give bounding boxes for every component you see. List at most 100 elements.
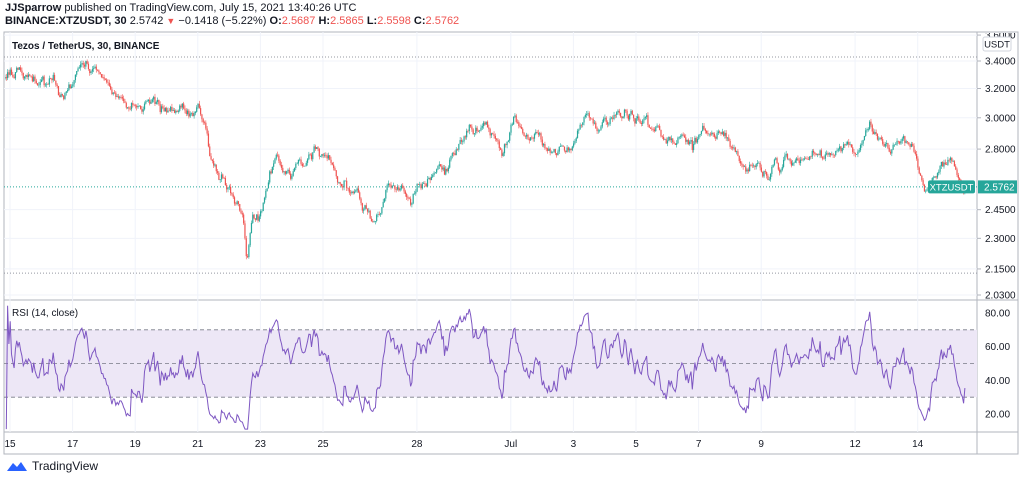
candle-body <box>408 198 410 200</box>
candle-body <box>519 125 521 128</box>
x-tick-label: 25 <box>317 439 329 450</box>
candle-body <box>250 222 253 234</box>
candle-body <box>805 158 807 160</box>
candle-body <box>425 183 427 187</box>
x-tick-label: 5 <box>633 439 639 450</box>
candle-body <box>5 77 6 79</box>
candle-body <box>100 74 103 78</box>
candle-body <box>494 135 496 139</box>
candle-body <box>732 146 734 149</box>
candle-body <box>939 165 941 172</box>
candle-body <box>214 164 216 166</box>
candle-body <box>424 183 426 184</box>
candle-body <box>121 97 123 99</box>
candle-body <box>230 186 232 194</box>
candle-body <box>273 163 275 167</box>
candle-body <box>914 151 916 155</box>
candle-body <box>282 167 284 173</box>
candle-body <box>575 137 577 142</box>
candle-body <box>874 132 876 135</box>
candle-body <box>616 112 618 116</box>
candle-body <box>20 67 22 71</box>
candle-body <box>493 134 495 136</box>
author-name[interactable]: JJSparrow <box>5 2 62 14</box>
candle-body <box>609 118 611 124</box>
candle-body <box>391 185 393 188</box>
candle-body <box>692 144 695 151</box>
candle-body <box>458 143 460 150</box>
candle-body <box>707 133 709 135</box>
candle-body <box>274 158 276 164</box>
candle-body <box>686 139 688 142</box>
change-value: −0.1418 (−5.22%) <box>178 15 267 27</box>
currency-label: USDT <box>984 40 1010 51</box>
candle-body <box>413 193 416 195</box>
candle-body <box>103 77 105 80</box>
candle-body <box>283 171 285 173</box>
candle-body <box>180 105 182 108</box>
candle-body <box>782 159 785 167</box>
candle-body <box>69 84 71 89</box>
down-triangle-icon: ▼ <box>166 16 176 26</box>
candle-body <box>66 90 69 92</box>
candle-body <box>803 158 806 160</box>
candle-body <box>569 148 571 151</box>
candle-body <box>460 140 463 142</box>
close-value: 2.5762 <box>425 15 460 27</box>
candle-body <box>363 209 365 211</box>
tradingview-brand[interactable]: TradingView <box>6 459 98 473</box>
candle-body <box>305 162 307 166</box>
rsi-tick-label: 80.00 <box>985 309 1010 320</box>
x-tick-label: 23 <box>255 439 267 450</box>
candle-body <box>496 138 498 140</box>
candle-body <box>664 139 666 140</box>
candle-body <box>794 160 796 163</box>
candle-body <box>712 132 714 134</box>
candle-body <box>61 94 63 96</box>
candle-body <box>364 205 366 210</box>
candle-body <box>549 148 551 153</box>
candle-body <box>629 113 631 120</box>
candle-body <box>132 102 134 105</box>
candle-body <box>16 67 18 73</box>
candle-body <box>192 112 194 117</box>
candle-body <box>385 190 387 199</box>
candle-body <box>518 122 520 126</box>
candle-body <box>154 96 156 104</box>
candle-body <box>23 76 26 79</box>
candle-body <box>762 171 764 177</box>
candle-body <box>353 191 356 193</box>
candle-body <box>657 125 659 127</box>
candle-body <box>417 183 420 185</box>
candle-body <box>600 126 602 130</box>
candle-body <box>622 116 624 119</box>
candle-body <box>728 137 730 141</box>
candle-body <box>381 207 383 214</box>
candle-body <box>253 214 255 219</box>
candle-body <box>125 103 127 108</box>
candle-body <box>95 66 97 70</box>
candle-body <box>656 125 658 128</box>
candle-body <box>750 164 752 166</box>
candle-body <box>790 161 793 166</box>
candle-body <box>889 151 892 154</box>
candle-body <box>428 178 430 180</box>
candle-body <box>454 153 456 156</box>
candle-body <box>25 75 27 77</box>
candle-body <box>721 131 723 135</box>
candle-body <box>510 124 512 133</box>
candle-body <box>210 156 212 160</box>
candle-body <box>737 151 739 156</box>
candle-body <box>87 63 90 70</box>
candle-body <box>396 187 399 190</box>
candle-body <box>492 133 494 135</box>
candle-body <box>181 103 183 108</box>
candle-body <box>623 109 626 117</box>
candle-body <box>612 117 614 119</box>
candle-body <box>133 104 135 106</box>
candle-body <box>741 163 743 165</box>
candle-body <box>336 176 339 183</box>
candle-body <box>526 134 528 137</box>
candle-body <box>361 203 363 211</box>
